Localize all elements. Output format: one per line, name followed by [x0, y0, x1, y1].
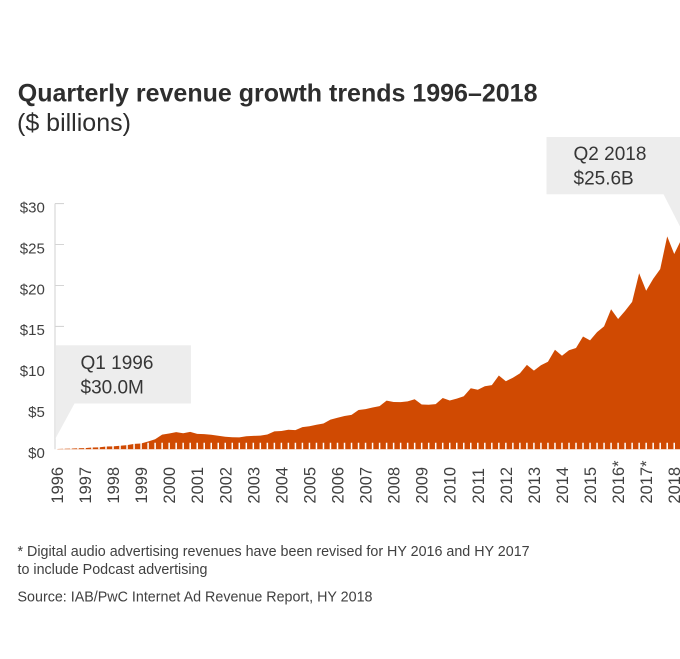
svg-text:$0: $0: [28, 445, 45, 462]
svg-text:2006: 2006: [330, 467, 348, 504]
svg-text:2018: 2018: [666, 467, 680, 504]
svg-text:2013: 2013: [526, 467, 544, 504]
svg-text:2016*: 2016*: [610, 460, 628, 504]
svg-text:$5: $5: [28, 404, 45, 421]
svg-text:2004: 2004: [273, 467, 291, 504]
svg-text:$30: $30: [20, 199, 45, 216]
svg-text:2003: 2003: [245, 467, 263, 504]
svg-text:1998: 1998: [105, 467, 123, 504]
svg-text:Q1 1996: Q1 1996: [81, 353, 154, 374]
svg-text:2001: 2001: [189, 467, 207, 504]
svg-text:$25: $25: [20, 240, 45, 257]
svg-text:2000: 2000: [161, 467, 179, 504]
svg-text:$30.0M: $30.0M: [81, 377, 144, 398]
svg-text:$10: $10: [20, 363, 45, 380]
svg-text:2014: 2014: [554, 467, 572, 504]
svg-text:2008: 2008: [386, 467, 404, 504]
svg-text:2002: 2002: [217, 467, 235, 504]
svg-text:Q2 2018: Q2 2018: [574, 144, 647, 165]
svg-text:1999: 1999: [133, 467, 151, 504]
svg-text:2011: 2011: [470, 468, 488, 503]
svg-text:2012: 2012: [498, 467, 516, 504]
svg-text:Quarterly revenue growth trend: Quarterly revenue growth trends 1996–201…: [18, 79, 538, 107]
svg-text:1996: 1996: [49, 467, 67, 504]
svg-text:2017*: 2017*: [638, 460, 656, 504]
svg-text:1997: 1997: [77, 467, 95, 504]
svg-text:$15: $15: [20, 322, 45, 339]
svg-text:$20: $20: [20, 281, 45, 298]
svg-text:$25.6B: $25.6B: [574, 169, 634, 190]
svg-text:($ billions): ($ billions): [17, 109, 131, 137]
svg-text:2010: 2010: [442, 467, 460, 504]
svg-text:2007: 2007: [358, 467, 376, 504]
svg-text:* Digital audio advertising re: * Digital audio advertising revenues hav…: [18, 544, 530, 560]
svg-text:2015: 2015: [582, 467, 600, 504]
svg-text:2009: 2009: [414, 467, 432, 504]
svg-text:2005: 2005: [301, 467, 319, 504]
svg-text:to include Podcast advertising: to include Podcast advertising: [18, 562, 208, 578]
svg-text:Source: IAB/PwC Internet Ad Re: Source: IAB/PwC Internet Ad Revenue Repo…: [18, 590, 373, 606]
